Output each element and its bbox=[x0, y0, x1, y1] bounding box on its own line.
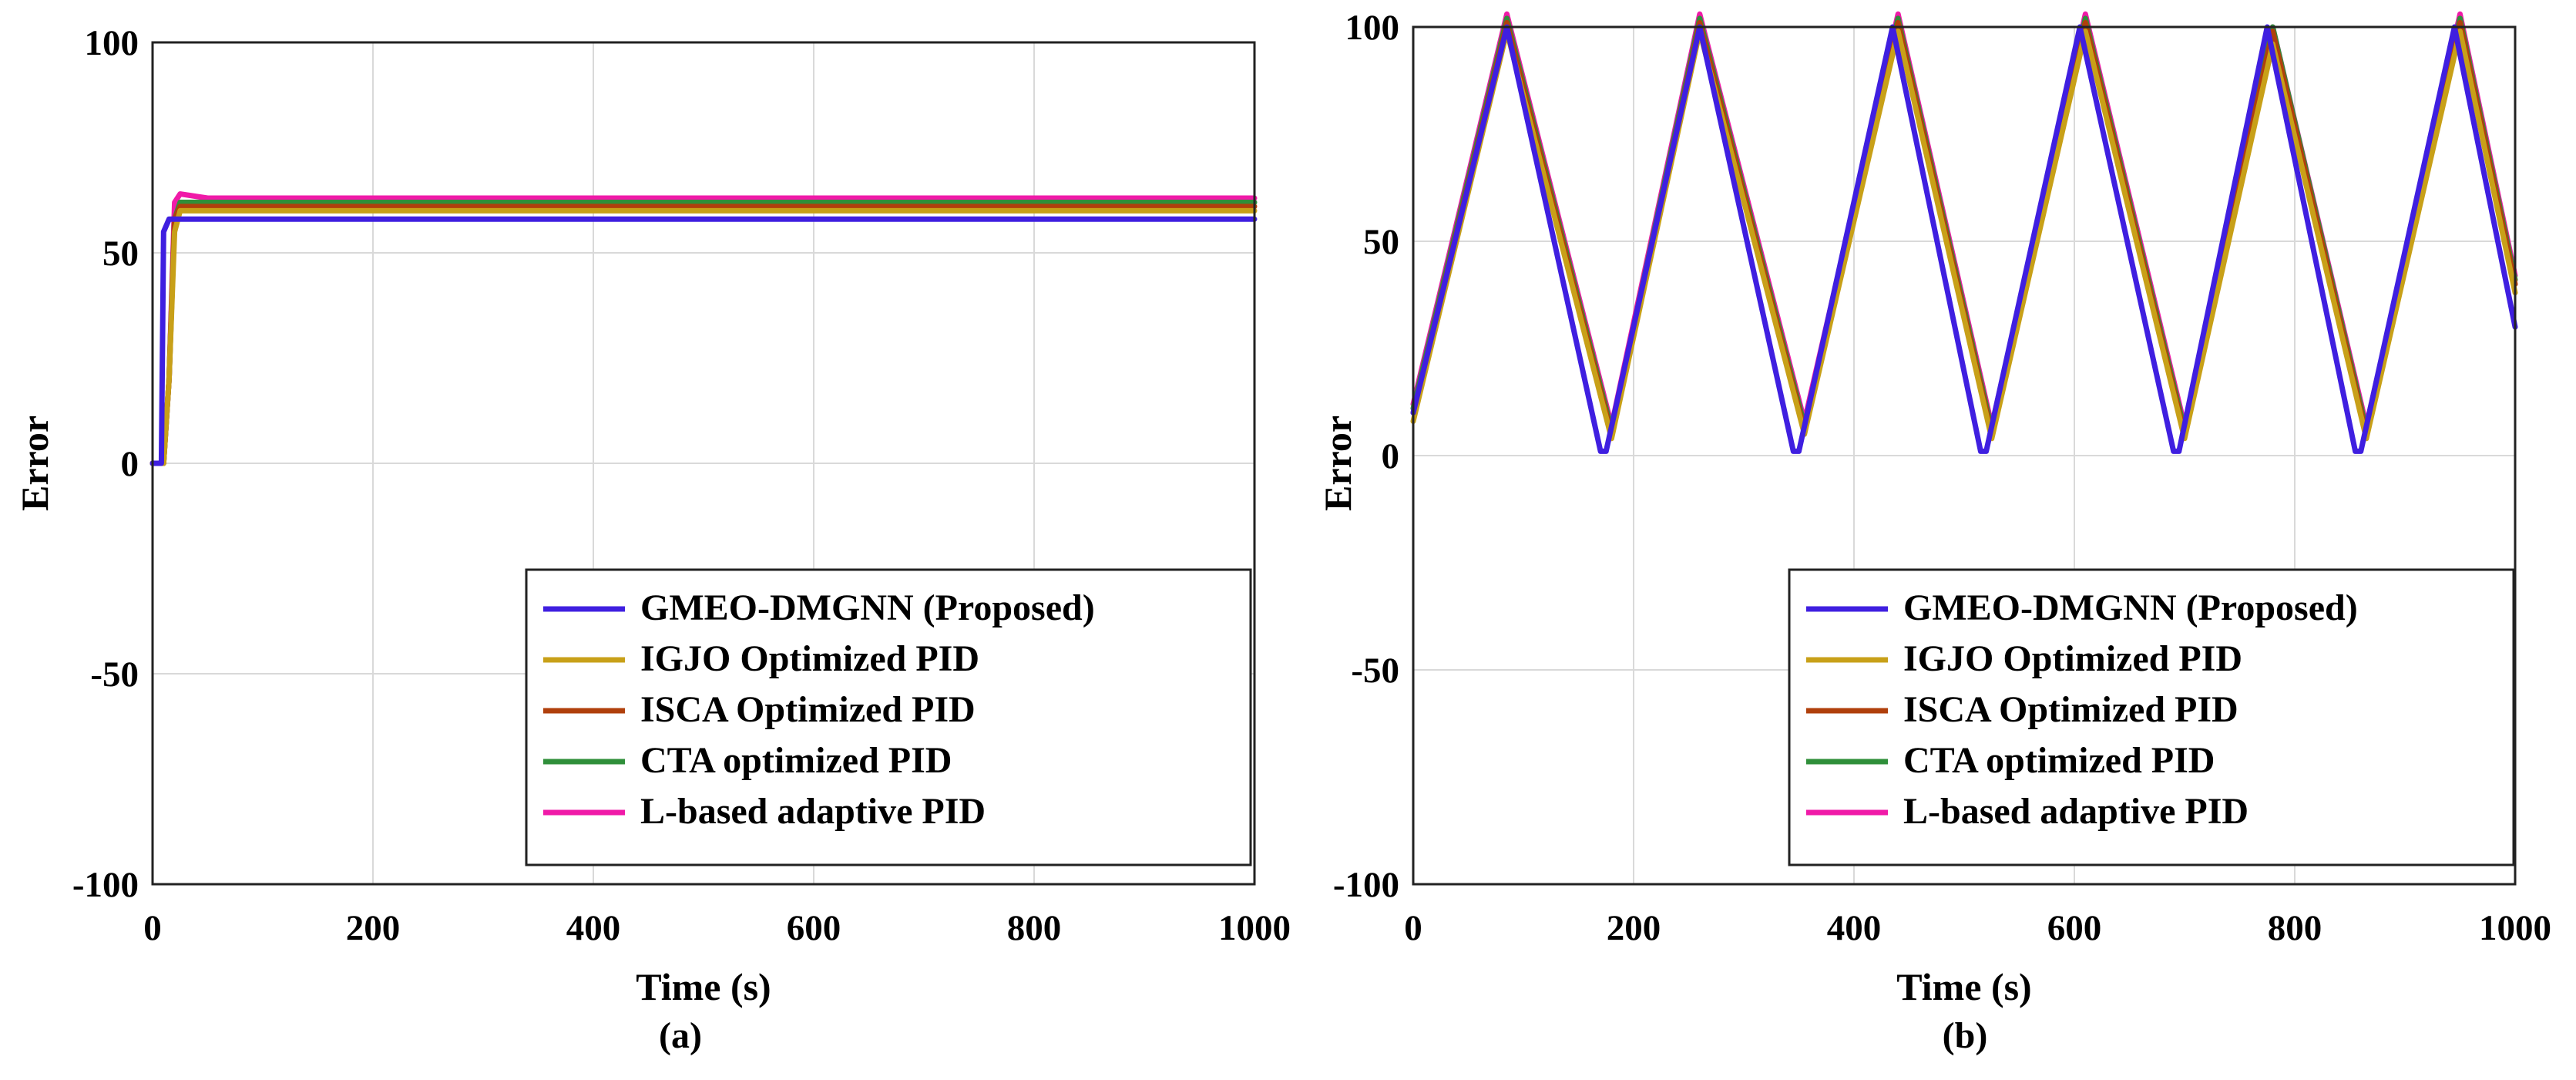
legend: GMEO-DMGNN (Proposed) IGJO Optimized PID I… bbox=[1788, 568, 2515, 866]
x-tick-label: 200 bbox=[346, 908, 401, 948]
series-line-1 bbox=[1410, 24, 2518, 454]
x-tick-label: 200 bbox=[1607, 908, 1661, 948]
x-tick-label: 0 bbox=[143, 908, 162, 948]
legend-label: ISCA Optimized PID bbox=[640, 689, 976, 730]
plot-frame bbox=[151, 41, 1256, 886]
y-tick-label: -50 bbox=[90, 654, 139, 695]
legend-label: GMEO-DMGNN (Proposed) bbox=[1903, 587, 2358, 628]
series-lines bbox=[149, 191, 1258, 466]
y-tick-label: -50 bbox=[1351, 651, 1399, 691]
x-tick-labels: 0 200 400 600 800 1000 bbox=[1404, 908, 2551, 948]
y-tick-label: 50 bbox=[1363, 222, 1399, 262]
legend-label: L-based adaptive PID bbox=[1903, 791, 2249, 832]
x-tick-label: 800 bbox=[1007, 908, 1062, 948]
x-tick-label: 400 bbox=[566, 908, 621, 948]
chart-panel-b: 0 200 400 600 800 1000 -100 -50 0 50 100 Time (s)… bbox=[1316, 8, 2551, 1056]
series-line-3 bbox=[149, 204, 1258, 466]
x-tick-label: 1000 bbox=[2479, 908, 2551, 948]
x-axis-label: Time (s) bbox=[1896, 965, 2031, 1008]
y-axis-label: Error bbox=[1316, 416, 1359, 511]
x-tick-label: 600 bbox=[787, 908, 841, 948]
x-tick-label: 1000 bbox=[1218, 908, 1291, 948]
y-tick-label: 100 bbox=[85, 23, 139, 63]
y-tick-label: 0 bbox=[1382, 436, 1400, 476]
panel-label: (b) bbox=[1943, 1015, 1988, 1056]
legend-label: CTA optimized PID bbox=[1903, 740, 2215, 781]
legend-box bbox=[525, 568, 1252, 866]
y-tick-label: -100 bbox=[72, 865, 139, 905]
y-tick-label: 50 bbox=[102, 234, 139, 274]
series-line-4 bbox=[149, 200, 1258, 466]
series-lines bbox=[1410, 11, 2518, 454]
y-axis-label: Error bbox=[13, 416, 56, 511]
y-tick-labels: -100 -50 0 50 100 bbox=[72, 23, 139, 905]
chart-panel-a: 0 200 400 600 800 1000 -100 -50 0 50 100 Time (s)… bbox=[13, 23, 1291, 1056]
y-tick-label: 0 bbox=[121, 444, 139, 484]
legend-label: IGJO Optimized PID bbox=[640, 638, 979, 679]
x-tick-label: 0 bbox=[1404, 908, 1422, 948]
series-line-2 bbox=[149, 207, 1258, 466]
x-tick-label: 400 bbox=[1827, 908, 1882, 948]
legend-label: GMEO-DMGNN (Proposed) bbox=[640, 587, 1095, 628]
y-tick-label: 100 bbox=[1345, 8, 1400, 48]
plot-frame bbox=[1412, 25, 2517, 886]
x-tick-label: 800 bbox=[2268, 908, 2322, 948]
legend-box bbox=[1788, 568, 2515, 866]
x-tick-labels: 0 200 400 600 800 1000 bbox=[143, 908, 1291, 948]
legend: GMEO-DMGNN (Proposed) IGJO Optimized PID I… bbox=[525, 568, 1252, 866]
legend-label: CTA optimized PID bbox=[640, 740, 952, 781]
legend-label: IGJO Optimized PID bbox=[1903, 638, 2242, 679]
series-line-5 bbox=[149, 191, 1258, 466]
y-tick-label: -100 bbox=[1333, 865, 1399, 905]
legend-label: L-based adaptive PID bbox=[640, 791, 986, 832]
y-tick-labels: -100 -50 0 50 100 bbox=[1333, 8, 1399, 905]
x-tick-label: 600 bbox=[2047, 908, 2102, 948]
panel-label: (a) bbox=[659, 1015, 702, 1056]
legend-label: ISCA Optimized PID bbox=[1903, 689, 2238, 730]
x-axis-label: Time (s) bbox=[636, 965, 771, 1008]
series-line-1 bbox=[149, 216, 1258, 466]
